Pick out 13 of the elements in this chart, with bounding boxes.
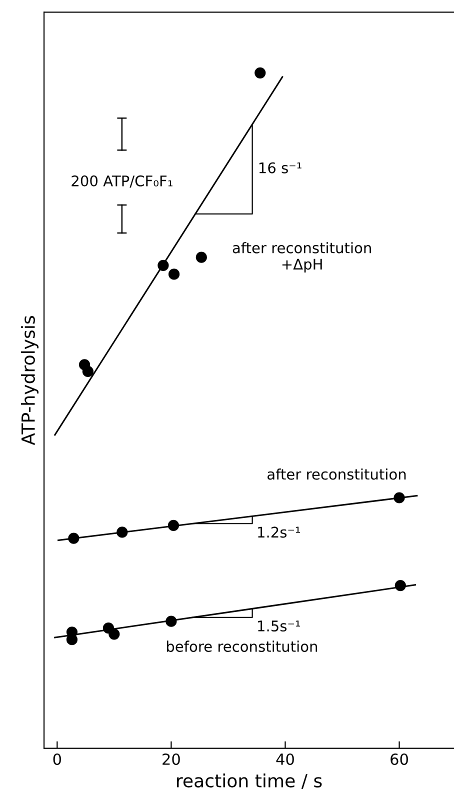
series-label: after reconstitution +ΔpH [232, 242, 371, 273]
x-axis-title: reaction time / s [177, 774, 322, 789]
x-tick-label: 20 [162, 753, 180, 766]
annotation: 16 s⁻¹ [259, 162, 302, 174]
x-tick-label: 0 [53, 753, 61, 766]
annotation: 200 ATP/CF₀F₁ [72, 175, 172, 188]
x-tick-label: 60 [390, 753, 408, 766]
y-axis-title: ATP-hydrolysis [21, 316, 38, 446]
annotation: 1.5s⁻¹ [258, 620, 300, 632]
x-tick-label: 40 [276, 753, 294, 766]
series-label: after reconstitution [268, 468, 406, 480]
series-label: before reconstitution [166, 640, 318, 652]
annotation: 1.2s⁻¹ [258, 526, 300, 538]
